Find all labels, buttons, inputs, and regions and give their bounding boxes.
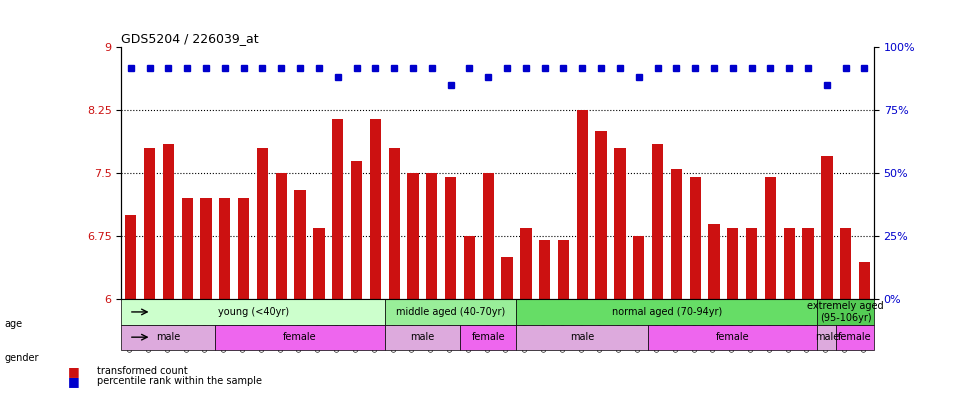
Bar: [408, 173, 419, 299]
Bar: [633, 236, 645, 299]
Bar: [351, 161, 362, 299]
FancyBboxPatch shape: [836, 325, 874, 350]
Bar: [709, 224, 720, 299]
FancyBboxPatch shape: [818, 299, 874, 325]
FancyBboxPatch shape: [818, 325, 836, 350]
Bar: [332, 119, 344, 299]
Text: transformed count: transformed count: [97, 366, 187, 376]
Bar: [483, 173, 494, 299]
Bar: [445, 178, 456, 299]
Bar: [539, 241, 551, 299]
Text: male: male: [815, 332, 839, 342]
Bar: [501, 257, 513, 299]
Text: ■: ■: [68, 375, 80, 388]
Bar: [426, 173, 438, 299]
FancyBboxPatch shape: [649, 325, 818, 350]
FancyBboxPatch shape: [385, 299, 517, 325]
Text: male: male: [156, 332, 181, 342]
Bar: [577, 110, 588, 299]
Bar: [784, 228, 795, 299]
Text: male: male: [411, 332, 434, 342]
Bar: [746, 228, 757, 299]
Bar: [314, 228, 324, 299]
Bar: [557, 241, 569, 299]
FancyBboxPatch shape: [517, 299, 818, 325]
Text: percentile rank within the sample: percentile rank within the sample: [97, 376, 262, 386]
Bar: [615, 148, 625, 299]
Text: female: female: [838, 332, 872, 342]
Bar: [219, 198, 230, 299]
Text: extremely aged
(95-106yr): extremely aged (95-106yr): [807, 301, 884, 323]
Text: gender: gender: [5, 353, 40, 363]
Text: age: age: [5, 319, 23, 329]
Bar: [840, 228, 852, 299]
Text: female: female: [716, 332, 750, 342]
FancyBboxPatch shape: [517, 325, 649, 350]
Bar: [821, 156, 832, 299]
Text: female: female: [284, 332, 317, 342]
Text: young (<40yr): young (<40yr): [218, 307, 288, 317]
Bar: [859, 261, 870, 299]
FancyBboxPatch shape: [385, 325, 460, 350]
Bar: [182, 198, 193, 299]
Bar: [802, 228, 814, 299]
Bar: [689, 178, 701, 299]
Text: ■: ■: [68, 365, 80, 378]
Bar: [727, 228, 739, 299]
Bar: [144, 148, 155, 299]
Bar: [294, 190, 306, 299]
Text: normal aged (70-94yr): normal aged (70-94yr): [612, 307, 722, 317]
Text: GDS5204 / 226039_at: GDS5204 / 226039_at: [121, 31, 259, 44]
Bar: [257, 148, 268, 299]
Bar: [125, 215, 136, 299]
Bar: [671, 169, 682, 299]
Bar: [520, 228, 531, 299]
Bar: [765, 178, 776, 299]
Bar: [652, 144, 663, 299]
FancyBboxPatch shape: [121, 299, 385, 325]
Bar: [464, 236, 475, 299]
FancyBboxPatch shape: [216, 325, 385, 350]
Text: female: female: [471, 332, 505, 342]
FancyBboxPatch shape: [460, 325, 517, 350]
Bar: [163, 144, 174, 299]
Bar: [388, 148, 400, 299]
Bar: [238, 198, 250, 299]
FancyBboxPatch shape: [121, 325, 216, 350]
Text: middle aged (40-70yr): middle aged (40-70yr): [396, 307, 505, 317]
Bar: [276, 173, 287, 299]
Bar: [595, 131, 607, 299]
Bar: [370, 119, 381, 299]
Text: male: male: [570, 332, 594, 342]
Bar: [200, 198, 212, 299]
